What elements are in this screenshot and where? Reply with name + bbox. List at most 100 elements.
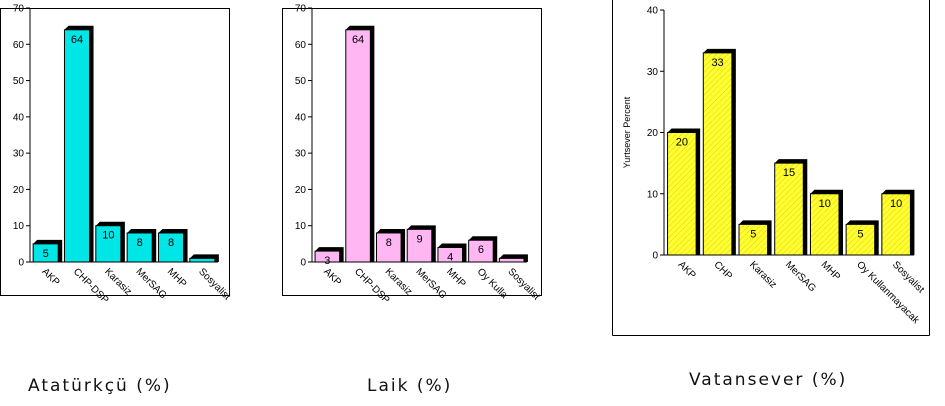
bar-rect <box>845 223 876 256</box>
bar-rect <box>738 223 769 256</box>
x-tick-label: AKP <box>676 259 698 281</box>
bar-rect <box>376 232 402 263</box>
chart-vatansever-svg: 0 10 20 30 40 Yurtsever Percent 20 AKP 33 CHP 5 Kar… <box>612 0 930 336</box>
y-tick-label: 0 <box>652 251 658 262</box>
bar-shadow <box>667 128 701 255</box>
data-label: 33 <box>711 57 723 69</box>
bar <box>809 189 843 256</box>
chart-frame <box>282 8 542 296</box>
data-label: 3 <box>324 255 330 267</box>
y-tick-label: 0 <box>18 258 24 269</box>
x-tick-label: MerSAG <box>413 266 448 301</box>
bar-shadow <box>127 228 157 262</box>
y-tick-label: 30 <box>295 149 307 160</box>
y-tick-label: 10 <box>647 189 659 200</box>
bar-rect <box>468 239 494 263</box>
bar <box>845 220 879 256</box>
y-tick-label: 70 <box>13 4 25 15</box>
data-label: 8 <box>168 237 174 249</box>
y-tick-label: 20 <box>295 185 307 196</box>
bar-rect <box>881 193 911 256</box>
chart-laik: 0 10 20 30 40 50 60 70 3 AKP 64 CHP-DSP 8 Karasiz 9 Mer… <box>282 0 542 306</box>
bar-rect <box>157 232 185 263</box>
bar-rect <box>314 250 341 263</box>
x-tick-label: MHP <box>819 259 843 283</box>
bar-shadow <box>703 48 736 255</box>
bar <box>63 25 94 263</box>
x-tick-label: MerSAG <box>134 266 169 301</box>
x-tick-label: Oy Kullanmayacak <box>854 259 921 326</box>
data-label: 4 <box>447 251 453 263</box>
y-tick-label: 60 <box>295 40 307 51</box>
bar-rect <box>406 228 433 263</box>
bar <box>376 228 406 263</box>
bar-shadow <box>881 189 915 255</box>
y-tick-label: 0 <box>300 258 306 269</box>
bar-shadow <box>846 220 879 255</box>
bar <box>345 25 375 263</box>
x-tick-label: MHP <box>444 266 468 290</box>
data-label: 8 <box>386 237 392 249</box>
data-label: 20 <box>676 137 688 149</box>
chart-frame <box>612 0 930 336</box>
y-tick-label: 70 <box>295 4 307 15</box>
data-label: 10 <box>890 198 902 210</box>
y-tick-label: 10 <box>295 221 307 232</box>
data-label: 10 <box>102 230 114 242</box>
y-axis-label: Yurtsever Percent <box>622 96 632 168</box>
bar-shadow <box>95 221 125 262</box>
bar <box>738 220 772 256</box>
y-tick-label: 40 <box>13 112 25 123</box>
x-tick-label: Sosyalist <box>890 259 926 295</box>
bar-shadow <box>158 228 188 262</box>
bar-rect <box>345 29 371 263</box>
bar-shadow <box>64 25 94 263</box>
bar <box>189 254 219 263</box>
bar-rect <box>32 243 59 263</box>
bar <box>468 236 498 263</box>
caption-laik: Laik (%) <box>367 376 453 396</box>
x-tick-label: AKP <box>321 266 343 288</box>
bar <box>774 159 808 256</box>
data-label: 5 <box>43 248 49 260</box>
x-tick-label: Karasiz <box>747 259 778 290</box>
chart-frame <box>0 8 230 296</box>
x-tick-label: Sosyalist <box>506 266 542 302</box>
bar-rect <box>702 52 733 256</box>
bar-rect <box>63 29 91 263</box>
bar-rect <box>667 132 697 256</box>
data-label: 5 <box>857 228 863 240</box>
x-tick-label: Karasiz <box>102 266 133 297</box>
bar <box>32 239 63 263</box>
caption-vatansever: Vatansever (%) <box>689 370 848 390</box>
bar <box>881 189 915 256</box>
data-label: 64 <box>71 34 83 46</box>
bar-rect <box>437 246 464 263</box>
chart-ataturkcu: 0 10 20 30 40 50 60 70 5 AKP 64 CHP-DSP 10 Karasiz 8 Me… <box>0 0 232 306</box>
x-tick-label: MerSAG <box>783 259 818 294</box>
x-tick-label: CHP <box>711 259 734 282</box>
bar <box>437 243 467 263</box>
y-tick-label: 10 <box>13 221 25 232</box>
bar <box>95 221 125 263</box>
y-tick-label: 30 <box>647 67 659 78</box>
bar-rect <box>809 193 840 256</box>
caption-ataturkcu: Atatürkçü (%) <box>28 376 172 396</box>
data-label: 5 <box>750 228 756 240</box>
chart-laik-svg: 0102030405060703AKP64CHP-DSP8Karasiz9Mer… <box>282 4 542 306</box>
data-label: 10 <box>819 198 831 210</box>
chart-ataturkcu-svg: 0102030405060705AKP64CHP-DSP10Karasiz8Me… <box>0 4 232 306</box>
bar <box>126 228 157 263</box>
y-tick-label: 60 <box>13 40 25 51</box>
bar-rect <box>95 225 122 263</box>
bar-shadow <box>810 189 843 255</box>
bar-shadow <box>376 228 406 262</box>
bar-rect <box>774 162 804 256</box>
bar <box>157 228 188 263</box>
bar <box>702 48 736 256</box>
bar-rect <box>498 257 525 263</box>
bar <box>667 128 701 256</box>
y-tick-label: 50 <box>295 76 307 87</box>
y-tick-label: 30 <box>13 149 25 160</box>
y-tick-label: 20 <box>13 185 25 196</box>
